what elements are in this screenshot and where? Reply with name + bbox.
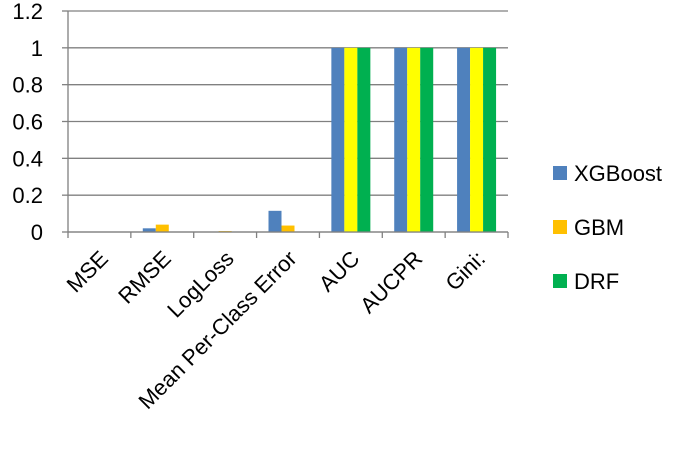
y-tick-label: 1 [31, 36, 43, 61]
x-category-label: AUC [314, 246, 365, 297]
legend-label: GBM [574, 215, 624, 240]
bar-gbm [155, 224, 169, 232]
y-tick-label: 1.2 [12, 0, 43, 24]
y-tick-label: 0.4 [12, 146, 43, 171]
bar-drf [483, 47, 497, 233]
x-category-label: MSE [62, 246, 113, 297]
bar-xgboost [268, 210, 282, 232]
y-tick-label: 0.6 [12, 110, 43, 135]
legend-swatch-gbm [553, 220, 567, 234]
bar-drf [357, 47, 371, 233]
legend-label: DRF [574, 269, 619, 294]
y-tick-label: 0.2 [12, 183, 43, 208]
y-tick-label: 0 [31, 220, 43, 245]
bar-gbm [470, 47, 484, 233]
bar-xgboost [394, 47, 408, 233]
bar-drf [420, 47, 434, 233]
x-category-label: Gini: [440, 246, 490, 296]
bar-gbm [344, 47, 358, 233]
y-tick-label: 0.8 [12, 73, 43, 98]
bar-gbm [407, 47, 421, 233]
bar-xgboost [457, 47, 471, 233]
legend-swatch-xgboost [553, 166, 567, 180]
legend-label: XGBoost [574, 161, 662, 186]
bar-gbm [281, 225, 295, 232]
x-category-label: AUCPR [355, 246, 427, 318]
bar-xgboost [331, 47, 345, 233]
legend-swatch-drf [553, 274, 567, 288]
bar-xgboost [142, 228, 156, 232]
